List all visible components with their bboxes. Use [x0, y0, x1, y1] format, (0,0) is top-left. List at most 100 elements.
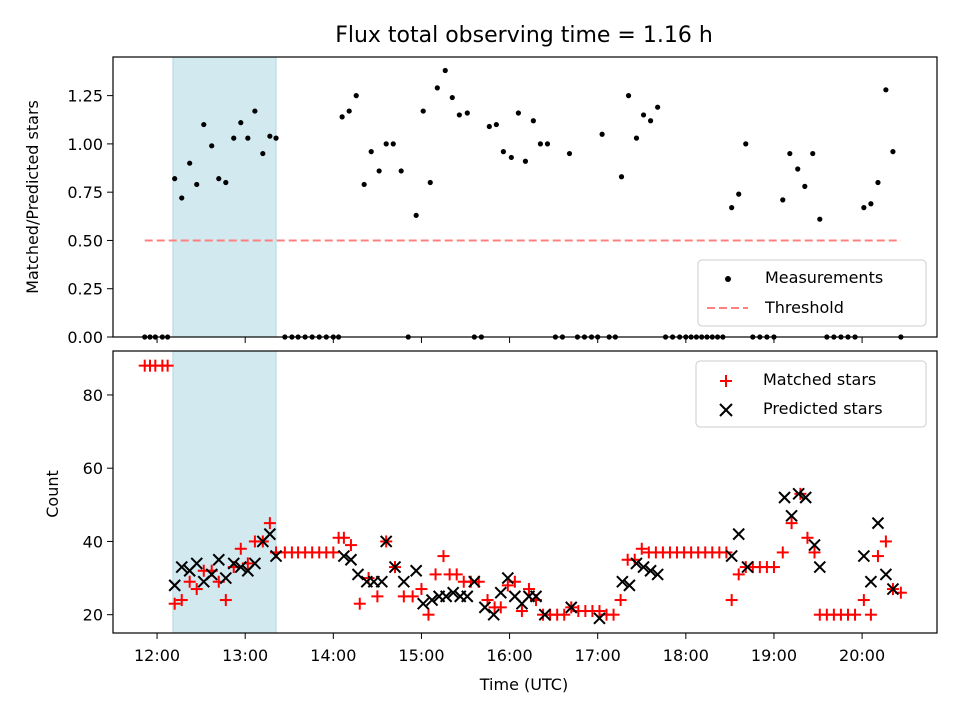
predicted-point — [375, 575, 388, 588]
predicted-point — [337, 549, 351, 563]
matched-point — [607, 608, 620, 621]
predicted-point — [538, 608, 552, 621]
measurement-point — [544, 141, 551, 147]
measurement-point — [187, 160, 193, 166]
measurement-point — [537, 141, 544, 147]
predicted-point — [813, 560, 826, 574]
predicted-point — [425, 593, 439, 607]
measurement-point — [260, 150, 266, 157]
measurement-point — [413, 212, 419, 218]
predicted-point — [616, 575, 629, 588]
matched-point — [725, 594, 738, 607]
matched-point — [614, 594, 627, 607]
matched-point — [628, 553, 641, 566]
predicted-point — [269, 549, 283, 563]
matched-point — [515, 605, 528, 618]
matched-point — [801, 531, 814, 544]
predicted-point — [468, 575, 481, 588]
top-legend-box — [697, 259, 927, 327]
matched-point — [785, 517, 798, 530]
measurement-point — [252, 108, 258, 114]
predicted-point — [168, 579, 181, 592]
x-tick-label: 17:00 — [575, 646, 621, 665]
top-panel: 0.00 0.25 0.50 0.75 1.00 1.25 — [67, 56, 938, 347]
legend-matched-marker — [720, 375, 732, 387]
matched-point — [429, 568, 442, 581]
predicted-point — [501, 571, 515, 585]
top-y-tick-label: 1.25 — [67, 87, 103, 106]
measurement-point — [368, 149, 374, 155]
predicted-point — [478, 601, 492, 614]
top-shaded-span — [172, 56, 277, 338]
measurement-point — [201, 121, 207, 128]
bottom-legend: Matched stars Predicted stars — [695, 360, 927, 428]
predicted-point — [879, 568, 893, 581]
measurement-point — [890, 149, 896, 155]
x-tick-label: 13:00 — [222, 646, 268, 665]
matched-point — [732, 568, 745, 581]
top-y-tick-label: 0.25 — [67, 280, 103, 299]
measurement-point — [464, 110, 470, 116]
x-tick-label: 16:00 — [487, 646, 533, 665]
bottom-series-predicted-stars — [168, 487, 900, 625]
predicted-point — [799, 491, 812, 504]
legend-matched-label: Matched stars — [763, 370, 876, 389]
measurement-point — [267, 133, 273, 139]
measurement-point — [787, 150, 793, 157]
matched-point — [767, 561, 780, 574]
matched-point — [857, 594, 870, 607]
matched-point — [808, 546, 821, 559]
measurement-point — [390, 141, 396, 147]
measurement-point — [383, 141, 389, 147]
x-tick-label: 12:00 — [134, 646, 180, 665]
top-y-axis-label: Matched/Predicted stars — [23, 100, 42, 294]
matched-point — [593, 605, 606, 618]
measurement-point — [817, 216, 823, 222]
matched-point — [720, 546, 733, 559]
predicted-point — [732, 527, 745, 541]
matched-point — [362, 572, 375, 585]
predicted-point — [565, 601, 578, 614]
predicted-point — [630, 557, 643, 570]
measurement-point — [434, 85, 440, 91]
measurement-point — [449, 94, 455, 101]
matched-point — [406, 590, 419, 603]
predicted-point — [397, 575, 411, 588]
predicted-point — [190, 557, 203, 570]
bottom-panel: 20 40 60 80 12:00 13:00 14:00 15:00 16:00 17:00 18… — [83, 350, 938, 665]
measurement-point — [346, 108, 352, 114]
x-tick-label: 19:00 — [751, 646, 797, 665]
measurement-point — [736, 191, 742, 197]
measurement-point — [500, 149, 507, 155]
measurement-point — [640, 112, 647, 118]
predicted-point — [439, 590, 453, 603]
top-legend: Measurements Threshold — [697, 259, 927, 327]
x-tick-label: 15:00 — [398, 646, 444, 665]
predicted-point — [461, 590, 474, 603]
bottom-y-tick-label: 80 — [83, 386, 103, 405]
predicted-point — [212, 553, 225, 566]
matched-point — [501, 579, 514, 592]
predicted-point — [219, 571, 233, 585]
predicted-point — [205, 568, 218, 581]
x-axis-label: Time (UTC) — [479, 675, 568, 694]
measurement-point — [868, 201, 874, 207]
measurement-point — [353, 93, 359, 99]
matched-point — [415, 583, 428, 596]
measurement-point — [522, 158, 529, 164]
predicted-point — [808, 538, 821, 552]
matched-point — [327, 546, 340, 559]
x-tick-label: 18:00 — [663, 646, 709, 665]
measurement-point — [245, 135, 251, 141]
top-y-tick-label: 0.50 — [67, 231, 103, 250]
measurement-point — [172, 176, 178, 182]
chart-title: Flux total observing time = 1.16 h — [335, 23, 713, 48]
matched-point — [864, 608, 877, 621]
measurement-point — [599, 131, 605, 137]
measurement-point — [231, 135, 237, 141]
measurement-point — [515, 110, 521, 116]
predicted-point — [792, 487, 805, 501]
measurement-point — [780, 197, 786, 203]
matched-point — [879, 535, 892, 548]
